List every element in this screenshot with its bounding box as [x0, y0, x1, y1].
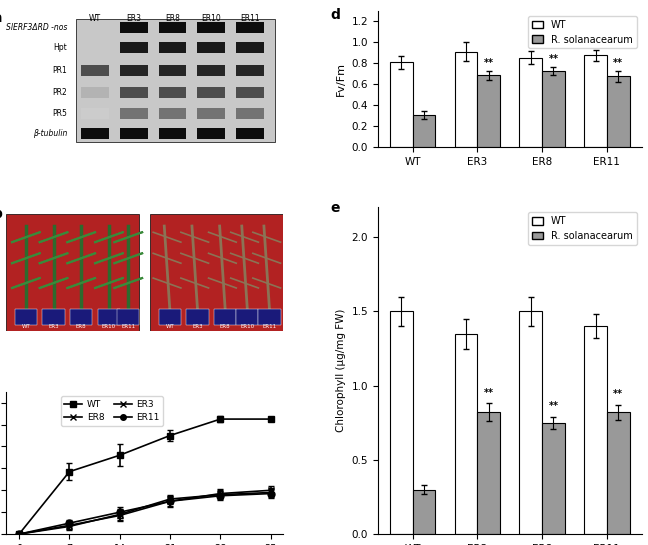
Text: Hpt: Hpt	[54, 43, 67, 52]
Legend: WT, R. solanacearum: WT, R. solanacearum	[527, 16, 636, 49]
Text: d: d	[330, 8, 340, 22]
FancyBboxPatch shape	[237, 128, 264, 139]
Text: PR2: PR2	[52, 88, 67, 97]
FancyBboxPatch shape	[237, 107, 264, 118]
Text: ER8: ER8	[76, 324, 87, 329]
Text: **: **	[483, 58, 494, 68]
Y-axis label: Fv/Fm: Fv/Fm	[336, 62, 346, 96]
Bar	[413, 115, 435, 147]
Text: WT: WT	[89, 14, 101, 23]
FancyBboxPatch shape	[237, 22, 264, 33]
Text: WT: WT	[21, 324, 30, 329]
FancyBboxPatch shape	[117, 309, 139, 325]
FancyBboxPatch shape	[81, 65, 109, 76]
FancyBboxPatch shape	[43, 309, 65, 325]
Bar	[542, 71, 565, 147]
Text: a: a	[0, 11, 2, 25]
Bar	[520, 311, 542, 534]
Text: ER3: ER3	[192, 324, 203, 329]
Text: β-tubulin: β-tubulin	[33, 129, 67, 138]
FancyBboxPatch shape	[120, 87, 148, 98]
Text: SlERF3ΔRD -nos: SlERF3ΔRD -nos	[6, 23, 67, 32]
Bar	[390, 62, 413, 147]
FancyBboxPatch shape	[120, 65, 148, 76]
Bar	[455, 52, 478, 147]
FancyBboxPatch shape	[81, 87, 109, 98]
Bar	[455, 334, 478, 534]
FancyBboxPatch shape	[159, 87, 187, 98]
FancyBboxPatch shape	[198, 87, 225, 98]
FancyBboxPatch shape	[214, 309, 237, 325]
FancyBboxPatch shape	[159, 128, 187, 139]
FancyBboxPatch shape	[237, 65, 264, 76]
Bar	[520, 58, 542, 147]
FancyBboxPatch shape	[159, 42, 187, 53]
Text: ER10: ER10	[102, 324, 116, 329]
Text: ER8: ER8	[220, 324, 231, 329]
FancyBboxPatch shape	[237, 87, 264, 98]
FancyBboxPatch shape	[198, 42, 225, 53]
FancyBboxPatch shape	[159, 22, 187, 33]
FancyBboxPatch shape	[76, 19, 275, 142]
Text: ER11: ER11	[121, 324, 135, 329]
Text: **: **	[613, 58, 623, 68]
Bar	[542, 423, 565, 534]
Text: ER11: ER11	[262, 324, 277, 329]
Text: e: e	[330, 201, 340, 215]
FancyBboxPatch shape	[198, 65, 225, 76]
Bar	[478, 75, 500, 147]
Bar	[607, 413, 630, 534]
Text: PR1: PR1	[52, 66, 67, 75]
Text: b: b	[0, 208, 3, 221]
FancyBboxPatch shape	[120, 42, 148, 53]
Bar	[478, 413, 500, 534]
Legend: WT, R. solanacearum: WT, R. solanacearum	[527, 213, 636, 245]
FancyBboxPatch shape	[159, 107, 187, 118]
FancyBboxPatch shape	[237, 309, 259, 325]
FancyBboxPatch shape	[159, 309, 181, 325]
FancyBboxPatch shape	[159, 65, 187, 76]
Text: ER10: ER10	[202, 14, 221, 23]
Text: ER3: ER3	[126, 14, 141, 23]
FancyBboxPatch shape	[120, 107, 148, 118]
Text: **: **	[613, 389, 623, 399]
Bar	[584, 326, 607, 534]
Text: **: **	[483, 387, 494, 397]
FancyBboxPatch shape	[6, 214, 139, 331]
FancyBboxPatch shape	[120, 128, 148, 139]
Bar	[607, 76, 630, 147]
FancyBboxPatch shape	[15, 309, 37, 325]
FancyBboxPatch shape	[187, 309, 209, 325]
FancyBboxPatch shape	[81, 107, 109, 118]
FancyBboxPatch shape	[98, 309, 120, 325]
FancyBboxPatch shape	[198, 107, 225, 118]
FancyBboxPatch shape	[237, 42, 264, 53]
Text: **: **	[548, 401, 559, 411]
Bar	[584, 56, 607, 147]
Text: **: **	[548, 54, 559, 64]
FancyBboxPatch shape	[198, 128, 225, 139]
Legend: WT, ER8, ER3, ER11: WT, ER8, ER3, ER11	[61, 396, 163, 426]
FancyBboxPatch shape	[150, 214, 283, 331]
Text: ER11: ER11	[240, 14, 260, 23]
Bar	[390, 311, 413, 534]
FancyBboxPatch shape	[70, 309, 92, 325]
Text: ER8: ER8	[165, 14, 180, 23]
FancyBboxPatch shape	[259, 309, 281, 325]
Text: PR5: PR5	[52, 108, 67, 118]
Bar	[413, 489, 435, 534]
Text: ER3: ER3	[48, 324, 59, 329]
Y-axis label: Chlorophyll (μg/mg FW): Chlorophyll (μg/mg FW)	[336, 309, 346, 433]
FancyBboxPatch shape	[120, 22, 148, 33]
FancyBboxPatch shape	[81, 128, 109, 139]
FancyBboxPatch shape	[198, 22, 225, 33]
Text: ER10: ER10	[240, 324, 255, 329]
Text: WT: WT	[165, 324, 174, 329]
